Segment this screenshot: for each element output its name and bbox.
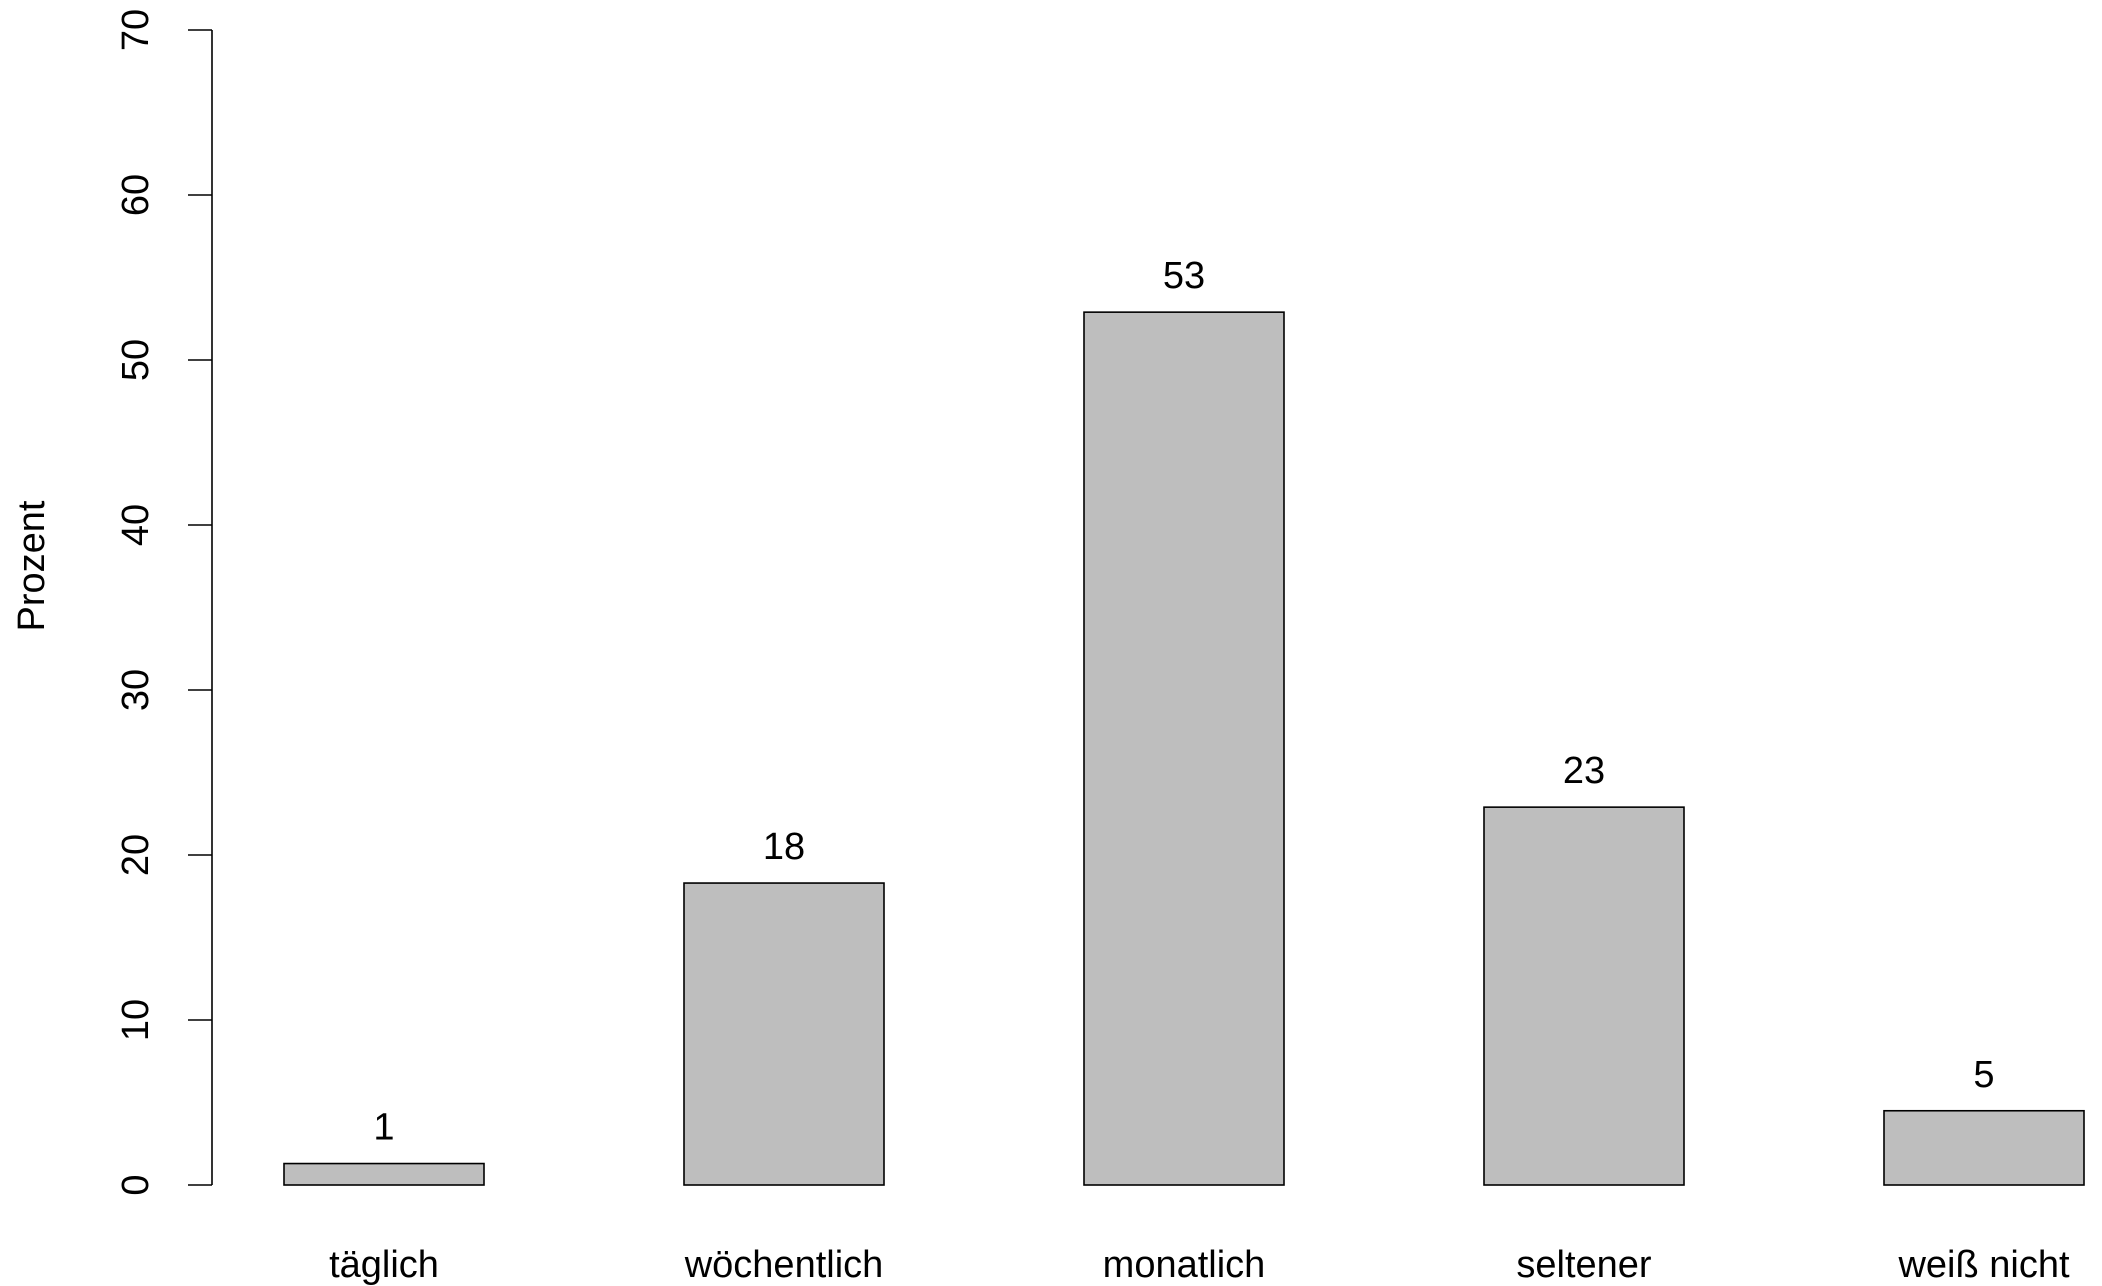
bar (1483, 806, 1685, 1186)
y-tick-label: 60 (115, 174, 157, 216)
category-labels: täglich wöchentlich monatlich seltener weiß … (329, 1244, 2070, 1286)
y-tick-label: 0 (115, 1174, 157, 1195)
category-label: monatlich (1103, 1244, 1266, 1286)
y-tick-label: 10 (115, 999, 157, 1041)
data-label: 18 (763, 826, 805, 868)
y-axis-title: Prozent (11, 500, 53, 631)
category-label: wöchentlich (684, 1244, 884, 1286)
category-label: weiß nicht (1897, 1244, 2069, 1286)
y-tick-label: 50 (115, 339, 157, 381)
y-axis: 0 10 20 30 40 50 60 70 (115, 9, 213, 1196)
bar (1883, 1109, 2085, 1186)
y-tick-label: 30 (115, 669, 157, 711)
bars (283, 311, 2085, 1186)
y-tick-label: 40 (115, 504, 157, 546)
data-label: 23 (1563, 750, 1605, 792)
bar (283, 1162, 485, 1186)
category-label: täglich (329, 1244, 439, 1286)
bar (683, 882, 885, 1186)
value-labels: 1 18 53 23 5 (373, 255, 1994, 1148)
y-tick-label: 70 (115, 9, 157, 51)
data-label: 1 (373, 1107, 394, 1149)
bar (1083, 311, 1285, 1186)
category-label: seltener (1516, 1244, 1652, 1286)
data-label: 5 (1973, 1054, 1994, 1096)
y-tick-label: 20 (115, 834, 157, 876)
data-label: 53 (1163, 255, 1205, 297)
